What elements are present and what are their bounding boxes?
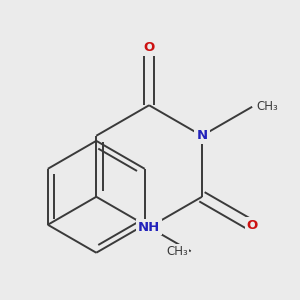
Text: O: O: [143, 41, 155, 54]
Text: N: N: [196, 129, 208, 142]
Text: O: O: [247, 219, 258, 232]
Text: NH: NH: [138, 221, 160, 234]
Text: CH₃: CH₃: [256, 100, 278, 113]
Text: CH₃: CH₃: [167, 245, 188, 258]
